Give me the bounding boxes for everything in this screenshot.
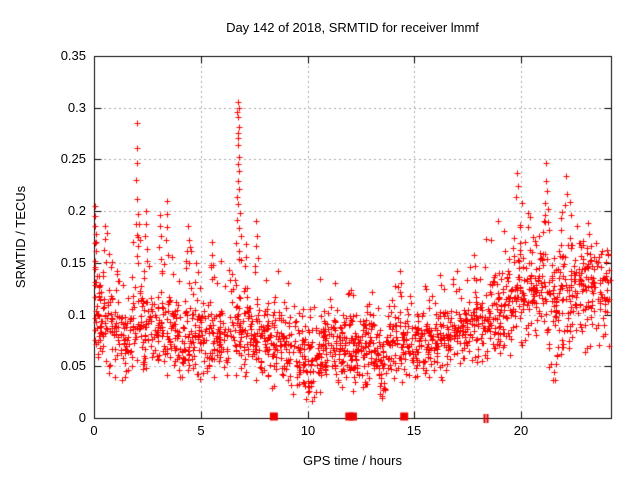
y-tick-label: 0 <box>78 410 86 425</box>
y-tick-label: 0.15 <box>60 255 86 270</box>
x-tick-label: 15 <box>406 423 422 438</box>
y-tick-label: 0.25 <box>60 151 86 166</box>
x-tick-label: 5 <box>197 423 205 438</box>
y-tick-label: 0.05 <box>60 358 86 373</box>
y-tick-label: 0.2 <box>67 203 86 218</box>
x-tick-label: 10 <box>300 423 316 438</box>
x-tick-label: 0 <box>90 423 98 438</box>
y-tick-label: 0.3 <box>67 100 86 115</box>
y-tick-label: 0.1 <box>67 307 86 322</box>
x-tick-label: 20 <box>513 423 529 438</box>
y-tick-label: 0.35 <box>60 48 86 63</box>
